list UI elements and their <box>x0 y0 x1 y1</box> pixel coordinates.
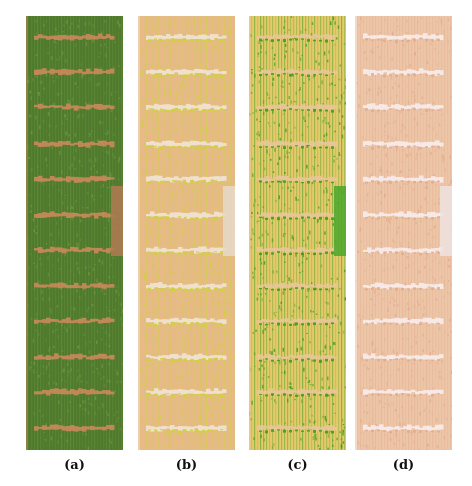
panel-d-image <box>355 16 452 450</box>
panel-c-image <box>249 16 346 450</box>
panel-a-image <box>26 16 123 450</box>
panel-b-image <box>138 16 235 450</box>
panel-d-label: (d) <box>392 458 415 473</box>
panel-b-label: (b) <box>175 458 198 473</box>
panel-c-label: (c) <box>287 458 308 473</box>
panel-a-label: (a) <box>64 458 85 473</box>
